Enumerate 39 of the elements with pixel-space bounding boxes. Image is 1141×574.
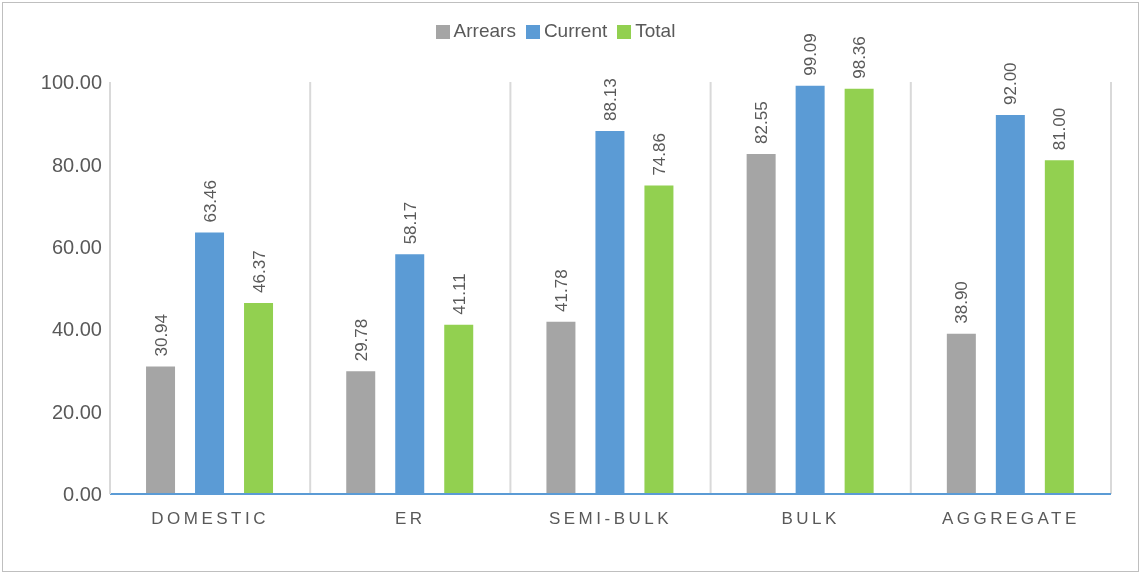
data-label: 38.90 <box>952 281 972 324</box>
legend-label: Arrears <box>453 20 516 41</box>
data-label: 88.13 <box>600 78 620 121</box>
bar <box>346 371 376 494</box>
data-label: 98.36 <box>850 36 870 79</box>
data-label: 41.11 <box>449 273 469 315</box>
y-tick-label: 0.00 <box>63 483 102 506</box>
data-label: 99.09 <box>801 33 821 76</box>
data-label: 82.55 <box>752 101 772 144</box>
x-tick-label: SEMI-BULK <box>548 509 673 528</box>
bar <box>546 321 576 494</box>
x-tick-label: BULK <box>781 509 840 528</box>
bar <box>644 185 674 494</box>
bar <box>444 324 474 494</box>
y-tick-label: 60.00 <box>51 235 102 258</box>
legend-label: Total <box>635 20 676 41</box>
data-label: 30.94 <box>151 313 171 357</box>
data-label: 74.86 <box>649 133 669 176</box>
y-tick-label: 40.00 <box>51 318 102 341</box>
y-tick-label: 80.00 <box>51 153 102 176</box>
bar <box>1044 160 1074 494</box>
data-label: 81.00 <box>1050 107 1070 151</box>
x-tick-label: DOMESTIC <box>151 509 269 528</box>
data-label: 58.17 <box>400 201 420 245</box>
data-label: 29.78 <box>351 318 371 362</box>
data-label: 46.37 <box>249 250 269 293</box>
bar <box>844 88 874 494</box>
bar <box>244 302 274 494</box>
data-label: 92.00 <box>1001 62 1021 105</box>
bar <box>746 153 776 494</box>
y-tick-label: 20.00 <box>51 400 102 423</box>
data-label: 41.78 <box>551 269 571 312</box>
bar <box>146 366 176 494</box>
x-tick-label: ER <box>394 509 426 528</box>
y-tick-label: 100.00 <box>40 71 102 94</box>
x-tick-label: AGGREGATE <box>941 509 1080 528</box>
bar <box>946 333 976 494</box>
data-label: 63.46 <box>200 180 220 223</box>
legend-label: Current <box>543 20 608 41</box>
